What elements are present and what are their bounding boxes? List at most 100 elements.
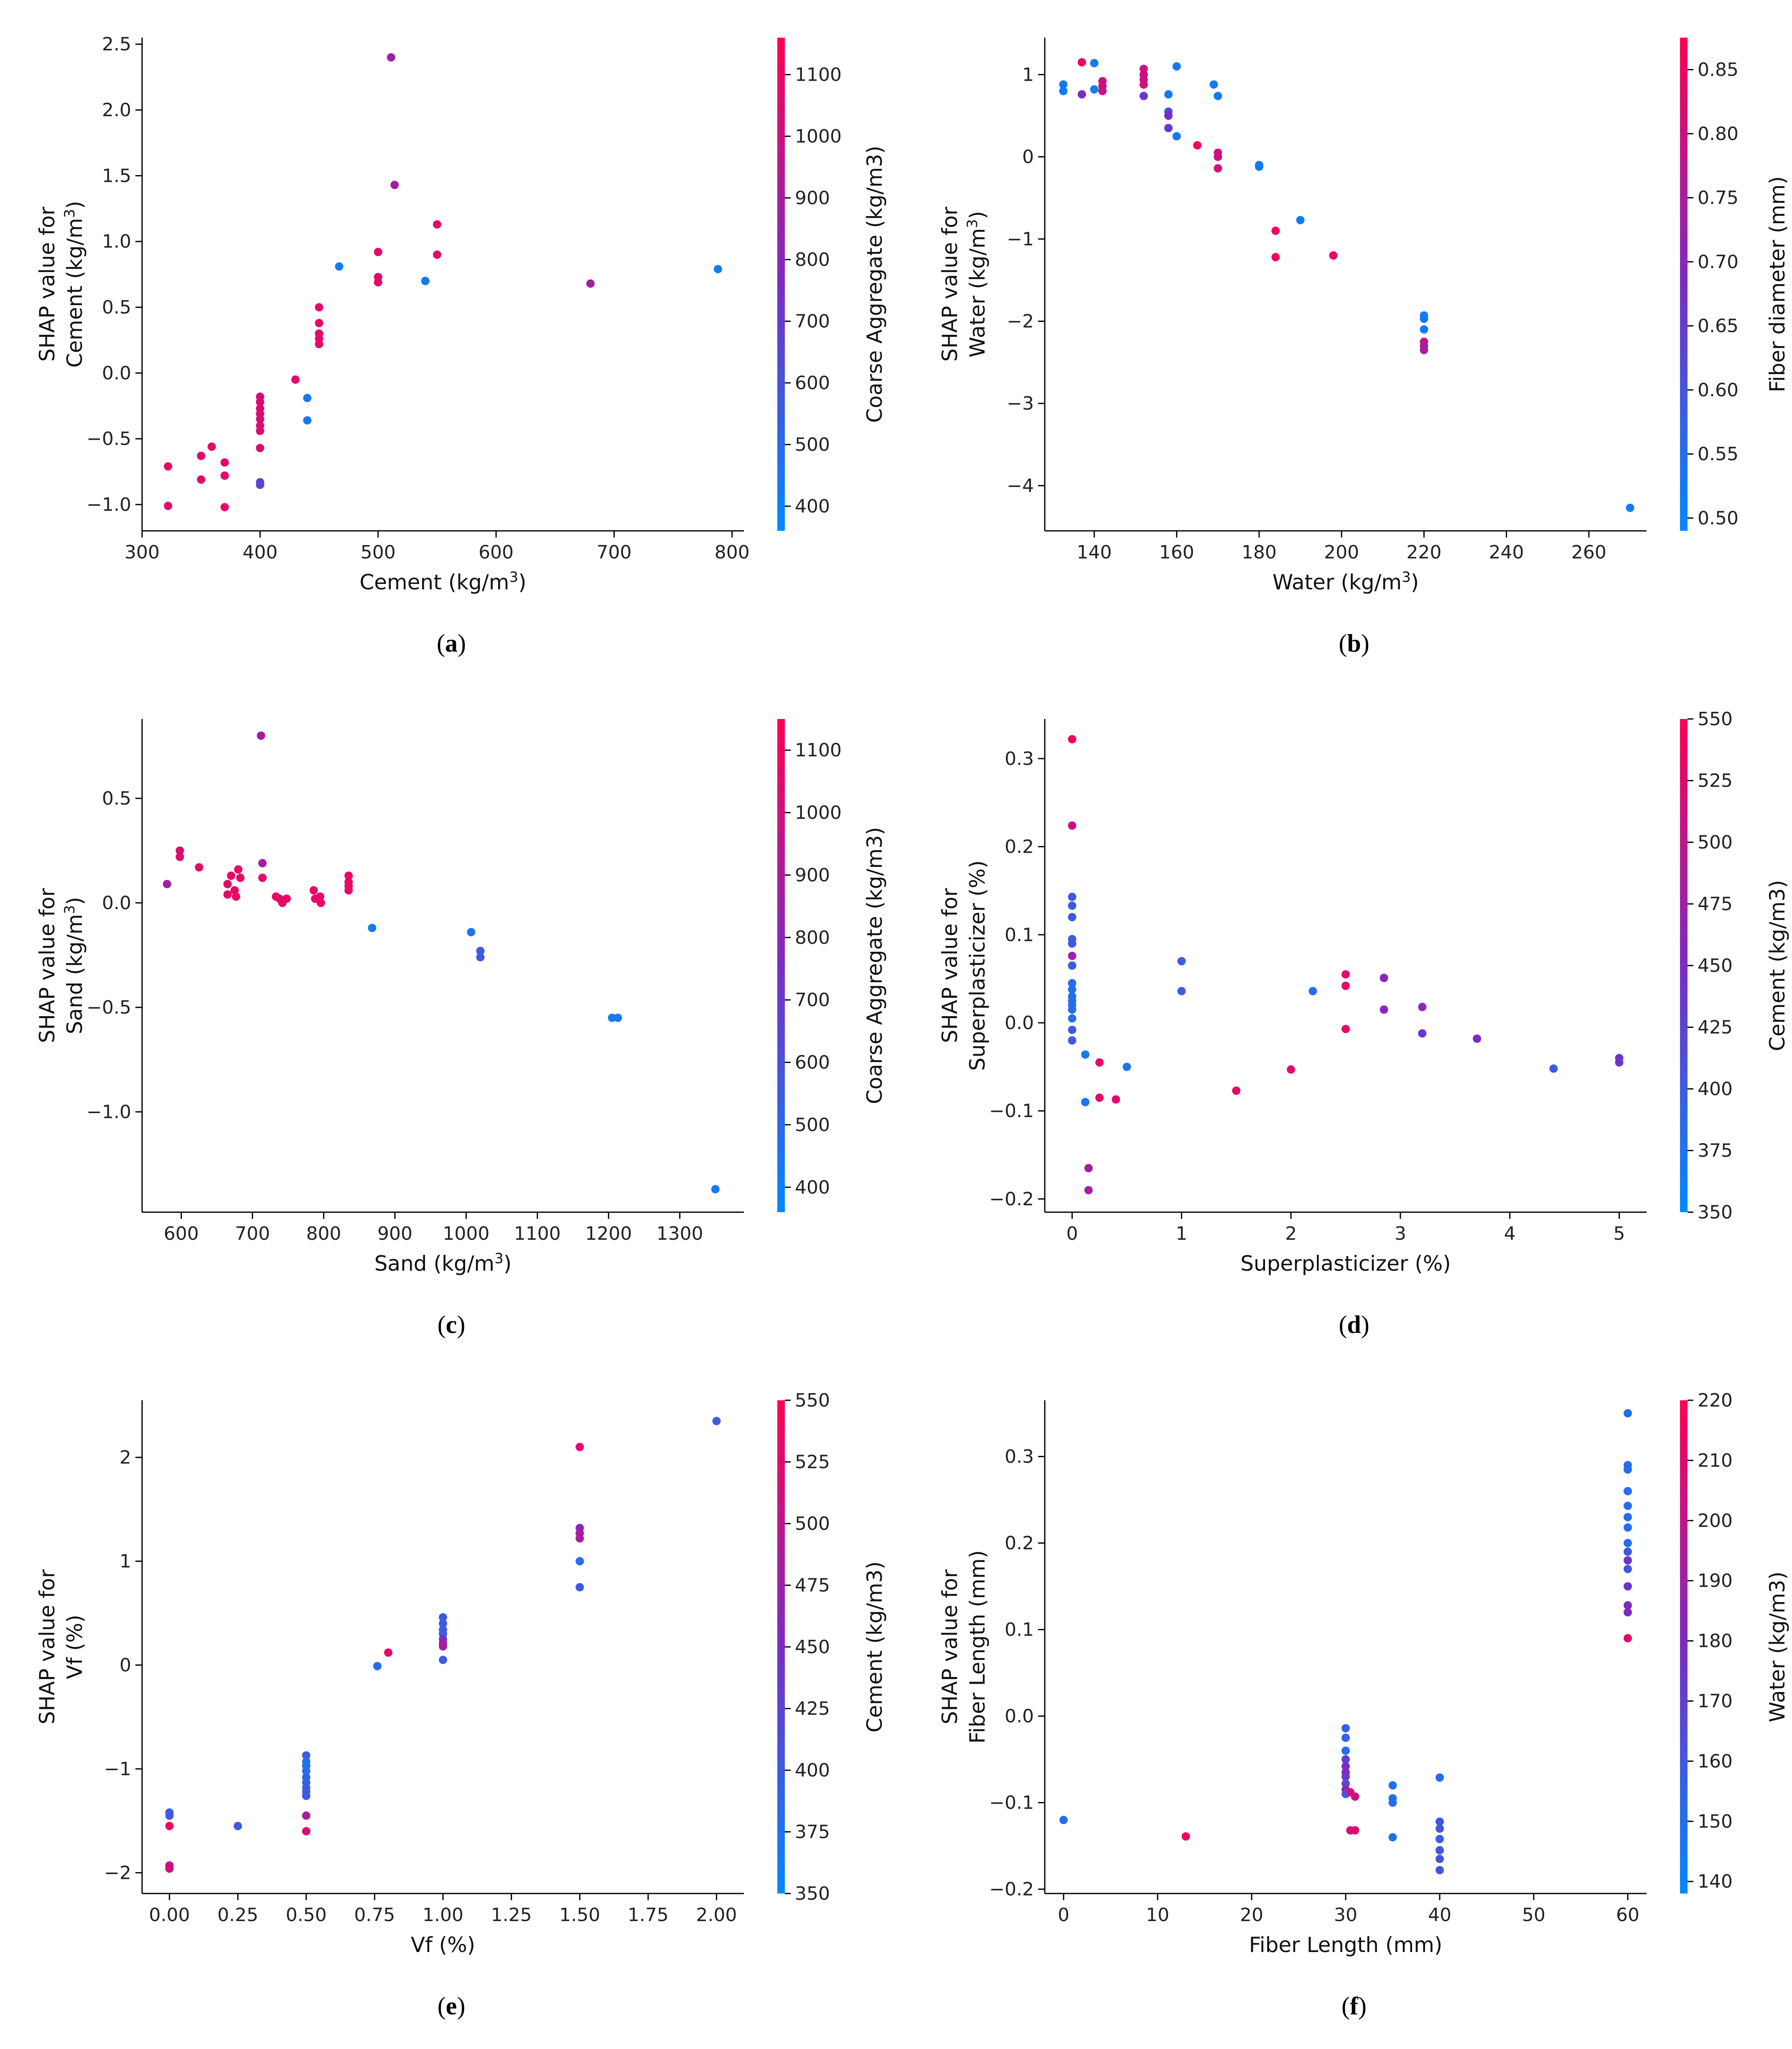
colorbar-tick-label: 180 <box>1698 1631 1733 1652</box>
data-point <box>1473 1034 1481 1043</box>
data-point <box>256 398 265 406</box>
colorbar-tick-label: 700 <box>795 989 830 1011</box>
data-point <box>1420 346 1428 354</box>
data-point <box>1341 1772 1350 1781</box>
x-axis-label: Sand (kg/m3) <box>374 1250 512 1276</box>
x-tick-label: 400 <box>242 542 277 563</box>
x-tick-label: 10 <box>1146 1904 1169 1926</box>
data-point <box>1420 325 1428 334</box>
y-tick-label: 0.0 <box>1005 1706 1034 1727</box>
y-tick-label: 0.1 <box>1005 924 1034 945</box>
y-axis-label: SHAP value for Superplasticizer (%) <box>938 860 990 1071</box>
colorbar-tick-label: 170 <box>1698 1691 1733 1712</box>
data-point <box>207 442 216 451</box>
colorbar-tick-label: 475 <box>1698 894 1733 915</box>
colorbar-tick-label: 1100 <box>795 740 842 761</box>
y-axis-label: SHAP value for Cement (kg/m3) <box>35 201 87 367</box>
data-point <box>368 924 377 932</box>
x-tick-label: 900 <box>377 1223 412 1244</box>
data-point <box>433 220 441 229</box>
data-point <box>316 899 325 907</box>
x-tick-label: 200 <box>1324 542 1359 563</box>
data-point <box>1418 1003 1427 1012</box>
data-point <box>1624 1523 1632 1532</box>
data-point <box>197 475 206 484</box>
data-point <box>1068 735 1077 744</box>
data-point <box>176 853 184 861</box>
colorbar-tick-label: 400 <box>1698 1078 1733 1100</box>
data-point <box>575 1557 584 1566</box>
data-point <box>223 890 232 899</box>
data-point <box>165 1822 174 1830</box>
x-tick-label: 800 <box>715 542 750 563</box>
colorbar-tick-label: 600 <box>795 1052 830 1073</box>
y-tick-label: −0.2 <box>989 1879 1034 1900</box>
data-point <box>302 1811 311 1820</box>
x-axis-label: Fiber Length (mm) <box>1249 1933 1443 1957</box>
x-tick-label: 220 <box>1406 542 1441 563</box>
colorbar-tick-label: 190 <box>1698 1570 1733 1592</box>
panel-a: 300 400 500 600 700 800 −1.0 −0.5 0.0 0.5 1.0 1.5 2.… <box>0 0 903 620</box>
data-point <box>1068 1036 1077 1045</box>
x-tick-label: 160 <box>1159 542 1194 563</box>
data-point <box>344 886 353 895</box>
y-tick-label: 1.5 <box>102 165 131 186</box>
colorbar-tick-label: 475 <box>795 1575 830 1596</box>
data-point <box>1095 1058 1104 1067</box>
data-point <box>164 502 173 510</box>
data-point <box>256 426 265 435</box>
data-point <box>1271 253 1280 262</box>
data-point <box>1164 90 1173 99</box>
chart-d: 0 1 2 3 4 5 −0.2 −0.1 0.0 0.1 0.2 0.3 Superplasticiz… <box>938 708 1789 1276</box>
data-point <box>303 394 312 403</box>
y-tick-label: 0.0 <box>102 892 131 914</box>
x-tick-label: 180 <box>1242 542 1277 563</box>
y-tick-label: −2 <box>1007 311 1034 332</box>
colorbar-tick-label: 525 <box>1698 770 1733 792</box>
colorbar-tick-label: 0.60 <box>1698 380 1739 401</box>
x-tick-label: 0.25 <box>217 1904 258 1926</box>
data-point <box>1308 987 1317 996</box>
data-point <box>575 1583 584 1592</box>
data-point <box>575 1534 584 1543</box>
x-tick-label: 700 <box>235 1223 270 1244</box>
data-point <box>439 1642 447 1651</box>
colorbar-tick-label: 1100 <box>795 64 842 86</box>
data-point <box>1181 1832 1190 1841</box>
y-tick-label: −0.2 <box>989 1188 1034 1210</box>
x-tick-label: 240 <box>1489 542 1524 563</box>
data-point <box>1287 1065 1296 1074</box>
data-point <box>1436 1866 1444 1875</box>
y-tick-label: 1 <box>1022 64 1034 86</box>
data-point <box>1388 1833 1397 1842</box>
x-axis-label: Cement (kg/m3) <box>359 569 526 594</box>
data-point <box>439 1619 447 1628</box>
data-point <box>291 375 300 384</box>
chart-c: 600 700 800 900 1000 1100 1200 1300 −1.0 −0.5 0.0 0… <box>35 719 887 1276</box>
x-tick-label: 140 <box>1077 542 1112 563</box>
data-point <box>220 458 229 467</box>
data-point <box>1068 821 1077 830</box>
data-point <box>439 1613 447 1622</box>
data-point <box>256 480 265 489</box>
data-point <box>1214 92 1222 100</box>
colorbar-label: Coarse Aggregate (kg/m3) <box>863 145 887 423</box>
data-point <box>1068 901 1077 910</box>
x-tick-label: 1.00 <box>423 1904 463 1926</box>
colorbar-tick-label: 550 <box>1698 708 1733 730</box>
y-axis-label: SHAP value for Fiber Length (mm) <box>938 1550 990 1744</box>
data-point <box>713 265 722 273</box>
y-tick-label: −1.0 <box>87 494 131 515</box>
colorbar-tick-label: 400 <box>795 1760 830 1781</box>
x-tick-label: 4 <box>1504 1223 1516 1244</box>
colorbar-label: Cement (kg/m3) <box>863 1561 887 1732</box>
data-point <box>1624 1634 1632 1643</box>
y-tick-label: −4 <box>1007 475 1034 497</box>
y-tick-label: 2 <box>120 1447 131 1468</box>
data-point <box>195 863 204 872</box>
x-tick-label: 2 <box>1285 1223 1297 1244</box>
y-tick-label: −2 <box>104 1862 131 1883</box>
data-point <box>302 1751 311 1760</box>
data-point <box>1095 1093 1104 1102</box>
data-point <box>1112 1095 1120 1104</box>
